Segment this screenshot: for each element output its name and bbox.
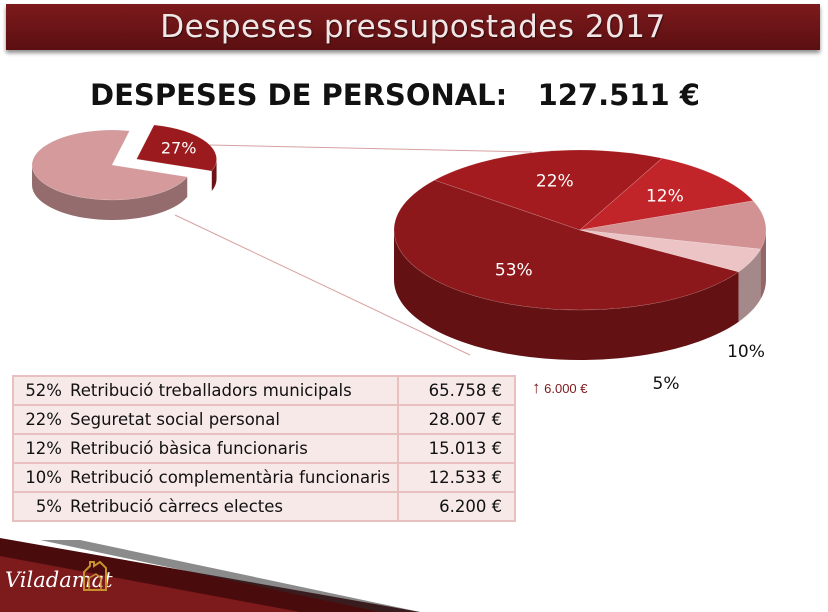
big-pie-chart: 53% 22% 12% 10% 5% xyxy=(393,149,767,394)
pie-slice xyxy=(393,179,740,311)
table-row: 5% Retribució càrrecs electes 6.200 € xyxy=(11,491,517,522)
up-arrow-icon: ↑ xyxy=(532,378,541,397)
increase-note: ↑ 6.000 € xyxy=(532,378,588,398)
table-row: 12% Retribució bàsica funcionaris 15.013 € xyxy=(11,433,517,464)
row-amount: 6.200 € xyxy=(397,491,517,522)
pie-slice-side xyxy=(211,159,217,191)
row-percent: 10% xyxy=(25,468,62,487)
table-row: 10% Retribució complementària funcionaris… xyxy=(11,462,517,493)
pie-slice-label: 27% xyxy=(161,139,197,158)
table-row: 22% Seguretat social personal 28.007 € xyxy=(11,404,517,435)
row-percent: 12% xyxy=(25,439,62,458)
row-label: Seguretat social personal xyxy=(70,410,280,429)
connector-line xyxy=(174,214,471,356)
pie-slice-side xyxy=(760,230,766,300)
pie-slice xyxy=(579,229,762,273)
row-label-cell: 22% Seguretat social personal xyxy=(11,404,400,435)
pie-slice-label: 5% xyxy=(653,374,680,394)
title-bar: Despeses pressupostades 2017 xyxy=(6,4,820,50)
pie-slice xyxy=(31,129,188,201)
budget-table: 52% Retribució treballadors municipals 65.… xyxy=(11,375,517,522)
pie-slice-side xyxy=(394,230,739,361)
small-pie-chart: 27% xyxy=(31,124,217,221)
footer-band xyxy=(0,538,420,612)
row-label: Retribució treballadors municipals xyxy=(70,381,352,400)
section-heading: DESPESES DE PERSONAL: 127.511 € xyxy=(0,78,790,112)
row-amount: 12.533 € xyxy=(397,462,517,493)
row-amount: 65.758 € xyxy=(397,375,517,406)
castle-logo-icon xyxy=(83,560,107,591)
row-label: Retribució complementària funcionaris xyxy=(70,468,391,487)
pie-slice-side xyxy=(738,249,761,322)
pie-slice-label: 12% xyxy=(646,186,684,206)
pie-slice xyxy=(579,200,767,250)
connector-line xyxy=(209,144,533,153)
page-title: Despeses pressupostades 2017 xyxy=(160,9,666,45)
pie-slice xyxy=(433,149,663,231)
row-percent: 22% xyxy=(25,410,62,429)
row-label-cell: 12% Retribució bàsica funcionaris xyxy=(11,433,400,464)
row-percent: 5% xyxy=(35,497,62,516)
pie-slice-label: 10% xyxy=(727,342,765,362)
heading-total: 127.511 € xyxy=(537,78,700,112)
viladamat-logo: Viladamat xyxy=(5,568,113,592)
row-amount: 15.013 € xyxy=(397,433,517,464)
row-amount: 28.007 € xyxy=(397,404,517,435)
row-label-cell: 5% Retribució càrrecs electes xyxy=(11,491,400,522)
pie-slice xyxy=(579,157,754,231)
row-percent: 52% xyxy=(25,381,62,400)
pie-slice-label: 22% xyxy=(536,172,574,192)
pie-slice-label: 53% xyxy=(495,261,533,281)
row-label: Retribució càrrecs electes xyxy=(70,497,283,516)
pie-slice xyxy=(136,124,217,172)
table-row: 52% Retribució treballadors municipals 65.… xyxy=(11,375,517,406)
row-label: Retribució bàsica funcionaris xyxy=(70,439,308,458)
pie-slice-side xyxy=(32,165,188,221)
heading-label: DESPESES DE PERSONAL: xyxy=(90,78,508,112)
connector-lines xyxy=(174,144,533,356)
increase-note-text: 6.000 € xyxy=(544,381,588,396)
row-label-cell: 10% Retribució complementària funcionaris xyxy=(11,462,400,493)
row-label-cell: 52% Retribució treballadors municipals xyxy=(11,375,400,406)
